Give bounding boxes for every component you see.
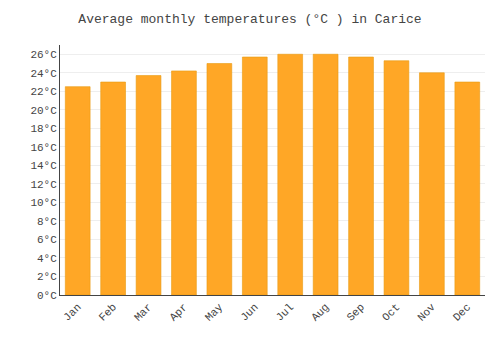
svg-text:Apr: Apr bbox=[167, 301, 189, 323]
svg-text:Dec: Dec bbox=[451, 301, 473, 323]
svg-text:10°C: 10°C bbox=[30, 197, 57, 209]
svg-text:Jun: Jun bbox=[238, 301, 260, 323]
svg-text:Jul: Jul bbox=[274, 301, 296, 323]
svg-text:Feb: Feb bbox=[97, 301, 119, 323]
svg-text:Jan: Jan bbox=[61, 301, 83, 323]
svg-text:20°C: 20°C bbox=[30, 105, 57, 117]
svg-text:8°C: 8°C bbox=[37, 216, 57, 228]
svg-text:May: May bbox=[203, 301, 226, 324]
svg-text:Sep: Sep bbox=[345, 301, 367, 323]
svg-text:2°C: 2°C bbox=[37, 271, 57, 283]
svg-text:Average monthly temperatures (: Average monthly temperatures (°C ) in Ca… bbox=[78, 12, 421, 27]
svg-text:22°C: 22°C bbox=[30, 86, 57, 98]
svg-text:Mar: Mar bbox=[132, 301, 154, 323]
svg-text:0°C: 0°C bbox=[37, 290, 57, 302]
svg-text:18°C: 18°C bbox=[30, 123, 57, 135]
svg-text:24°C: 24°C bbox=[30, 68, 57, 80]
svg-text:26°C: 26°C bbox=[30, 49, 57, 61]
svg-text:Nov: Nov bbox=[415, 301, 438, 324]
svg-text:6°C: 6°C bbox=[37, 234, 57, 246]
svg-text:12°C: 12°C bbox=[30, 179, 57, 191]
svg-text:Aug: Aug bbox=[309, 301, 331, 323]
svg-text:14°C: 14°C bbox=[30, 160, 57, 172]
svg-text:Oct: Oct bbox=[380, 301, 402, 323]
svg-text:16°C: 16°C bbox=[30, 142, 57, 154]
svg-text:4°C: 4°C bbox=[37, 253, 57, 265]
